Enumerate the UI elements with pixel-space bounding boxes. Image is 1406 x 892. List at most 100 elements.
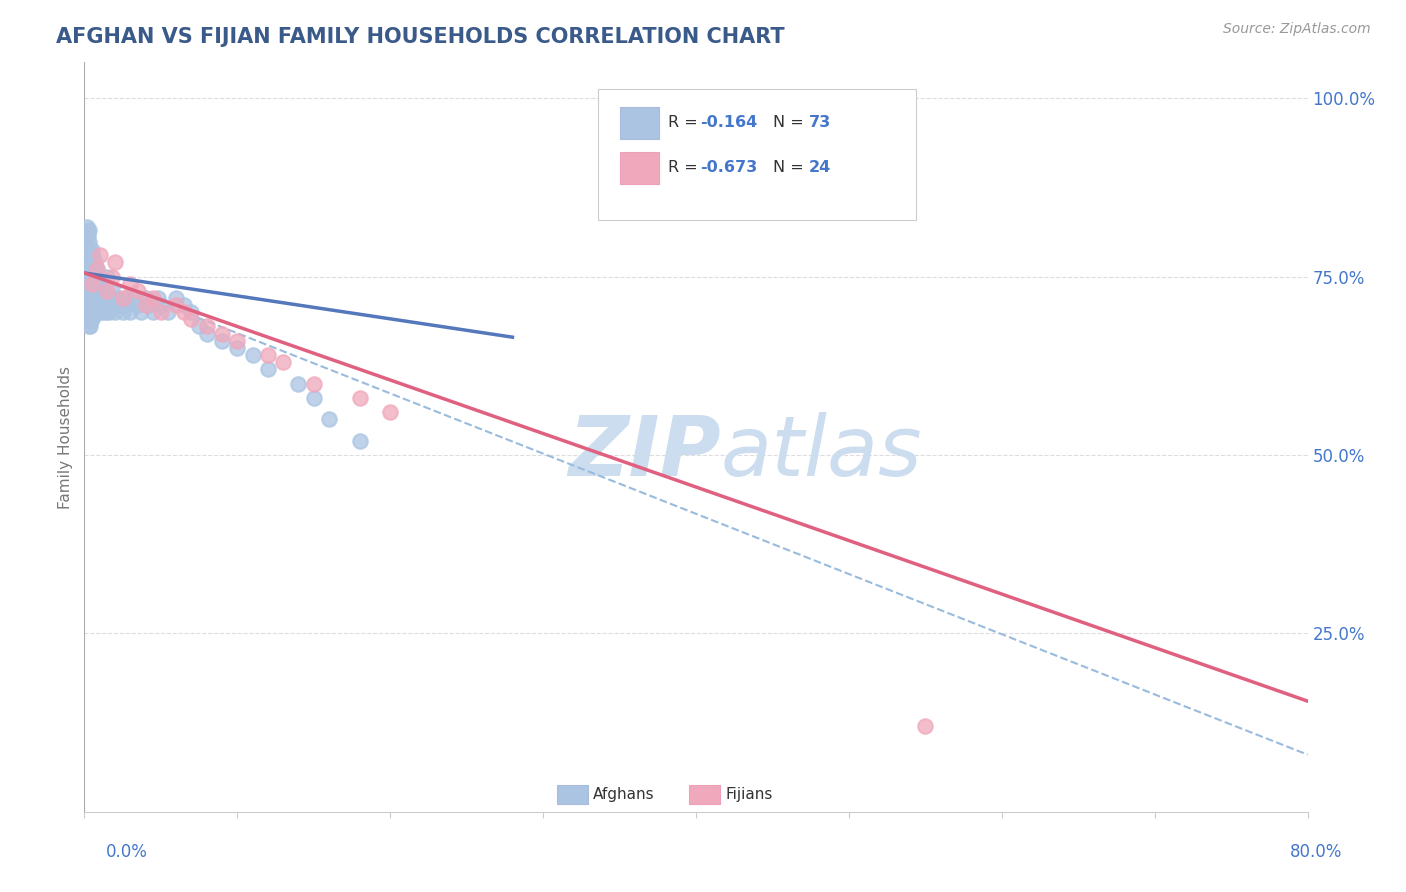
Point — [80, 243, 103, 257]
Point — [82, 292, 104, 306]
Point — [89, 284, 111, 298]
Point — [120, 305, 142, 319]
Point — [80, 284, 103, 298]
Point — [83, 269, 105, 284]
Point — [76, 245, 98, 260]
Point — [76, 249, 98, 263]
Point — [86, 305, 108, 319]
Point — [87, 291, 110, 305]
Point — [76, 248, 98, 262]
Point — [76, 305, 98, 319]
Point — [146, 291, 169, 305]
Point — [180, 312, 202, 326]
Point — [195, 326, 218, 341]
Point — [75, 234, 97, 248]
Point — [86, 262, 108, 277]
Point — [96, 284, 118, 298]
Point — [211, 334, 233, 348]
Text: -0.673: -0.673 — [700, 160, 756, 175]
Point — [80, 278, 103, 293]
Point — [91, 305, 114, 319]
Point — [79, 255, 101, 269]
Point — [226, 341, 249, 355]
Point — [180, 305, 202, 319]
Point — [349, 434, 371, 448]
Point — [149, 305, 172, 319]
Point — [80, 262, 103, 277]
Point — [79, 274, 101, 288]
Point — [79, 252, 101, 266]
Point — [77, 225, 100, 239]
Point — [77, 291, 100, 305]
Point — [77, 260, 100, 275]
Point — [75, 253, 97, 268]
Text: R =: R = — [668, 160, 703, 175]
Point — [82, 310, 104, 325]
Text: 80.0%: 80.0% — [1291, 843, 1343, 861]
Point — [226, 334, 249, 348]
Point — [76, 296, 98, 310]
Text: N =: N = — [773, 115, 808, 130]
Point — [87, 269, 110, 284]
Text: Fijians: Fijians — [725, 787, 773, 802]
Text: Source: ZipAtlas.com: Source: ZipAtlas.com — [1223, 22, 1371, 37]
Point — [75, 224, 97, 238]
Text: N =: N = — [773, 160, 808, 175]
FancyBboxPatch shape — [598, 88, 917, 219]
Point — [80, 247, 103, 261]
Point — [114, 291, 136, 305]
Point — [188, 319, 211, 334]
Point — [165, 298, 187, 312]
Point — [97, 305, 120, 319]
Point — [77, 269, 100, 284]
Point — [98, 291, 121, 305]
Point — [104, 255, 127, 269]
Point — [96, 291, 118, 305]
Point — [287, 376, 309, 391]
Point — [93, 277, 115, 291]
Y-axis label: Family Households: Family Households — [58, 366, 73, 508]
Point — [77, 228, 100, 243]
Point — [318, 412, 340, 426]
Point — [157, 305, 180, 319]
Point — [271, 355, 294, 369]
Point — [101, 269, 124, 284]
Point — [77, 256, 100, 270]
Point — [165, 291, 187, 305]
Point — [77, 272, 100, 286]
Point — [75, 278, 97, 293]
Point — [76, 283, 98, 297]
Point — [103, 298, 125, 312]
Point — [173, 298, 195, 312]
Point — [302, 376, 325, 391]
Text: R =: R = — [668, 115, 703, 130]
Point — [242, 348, 264, 362]
Point — [86, 262, 108, 277]
Point — [173, 305, 195, 319]
Point — [82, 267, 104, 281]
Point — [75, 248, 97, 262]
Point — [135, 298, 157, 312]
Text: ZIP: ZIP — [568, 411, 720, 492]
Point — [80, 262, 103, 277]
Point — [115, 298, 138, 312]
Point — [257, 348, 280, 362]
Text: atlas: atlas — [720, 411, 922, 492]
Point — [94, 305, 117, 319]
Point — [75, 235, 97, 250]
Point — [107, 291, 129, 305]
Point — [86, 284, 108, 298]
Point — [127, 298, 149, 312]
Point — [122, 291, 145, 305]
Point — [76, 219, 98, 234]
Point — [79, 274, 101, 288]
FancyBboxPatch shape — [689, 785, 720, 805]
Point — [77, 223, 100, 237]
FancyBboxPatch shape — [620, 153, 659, 184]
Point — [914, 719, 936, 733]
Point — [101, 284, 124, 298]
Point — [302, 391, 325, 405]
Text: 24: 24 — [808, 160, 831, 175]
Point — [211, 326, 233, 341]
Point — [77, 241, 100, 255]
